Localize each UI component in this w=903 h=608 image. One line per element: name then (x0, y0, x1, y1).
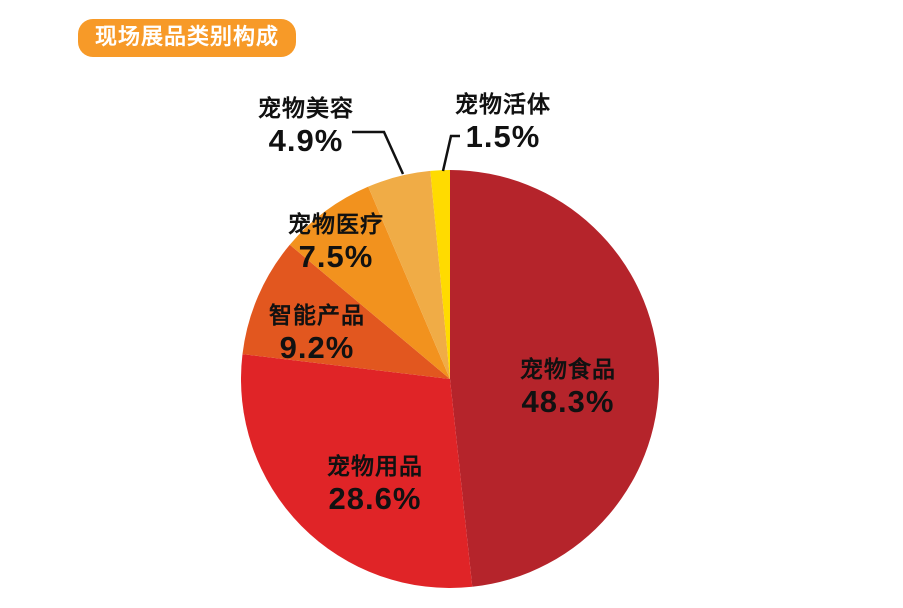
leader-line-grooming (352, 130, 405, 175)
pie-slice-food (450, 170, 660, 587)
pie-slice-live (430, 170, 450, 379)
slice-label-live-pct: 1.5% (465, 118, 541, 154)
slice-label-supplies-pct: 28.6% (328, 480, 422, 516)
slice-label-grooming-name: 宠物美容 (258, 95, 354, 121)
slice-label-supplies: 宠物用品 28.6% (327, 452, 423, 516)
slice-label-supplies-name: 宠物用品 (327, 453, 423, 479)
slice-label-smart-pct: 9.2% (279, 329, 355, 365)
chart-title-badge: 现场展品类别构成 (78, 19, 297, 58)
pie-slice-supplies (241, 354, 473, 589)
slice-label-grooming-pct: 4.9% (268, 122, 344, 158)
slice-label-food-name: 宠物食品 (520, 356, 616, 382)
slice-label-grooming: 宠物美容 4.9% (258, 94, 354, 158)
leader-line-live (441, 134, 460, 172)
slice-label-smart: 智能产品 9.2% (269, 301, 365, 365)
slice-label-medical-pct: 7.5% (298, 238, 374, 274)
slice-label-smart-name: 智能产品 (269, 302, 365, 328)
slice-label-live: 宠物活体 1.5% (455, 90, 551, 154)
pie-slice-smart (242, 244, 450, 379)
pie-slice-grooming (368, 170, 450, 379)
slice-label-live-name: 宠物活体 (455, 91, 551, 117)
slice-label-medical-name: 宠物医疗 (288, 211, 384, 237)
slice-label-food-pct: 48.3% (521, 383, 615, 419)
slice-label-food: 宠物食品 48.3% (520, 355, 616, 419)
pie-slice-medical (289, 186, 450, 379)
slice-label-medical: 宠物医疗 7.5% (288, 210, 384, 274)
